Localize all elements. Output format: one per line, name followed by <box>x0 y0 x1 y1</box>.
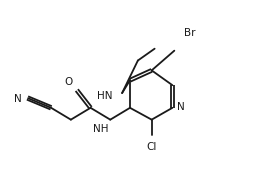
Text: NH: NH <box>93 124 108 134</box>
Text: Cl: Cl <box>147 142 157 152</box>
Text: O: O <box>64 77 73 87</box>
Text: N: N <box>177 102 185 112</box>
Text: N: N <box>14 94 22 104</box>
Text: Br: Br <box>184 28 196 38</box>
Text: HN: HN <box>97 91 112 101</box>
